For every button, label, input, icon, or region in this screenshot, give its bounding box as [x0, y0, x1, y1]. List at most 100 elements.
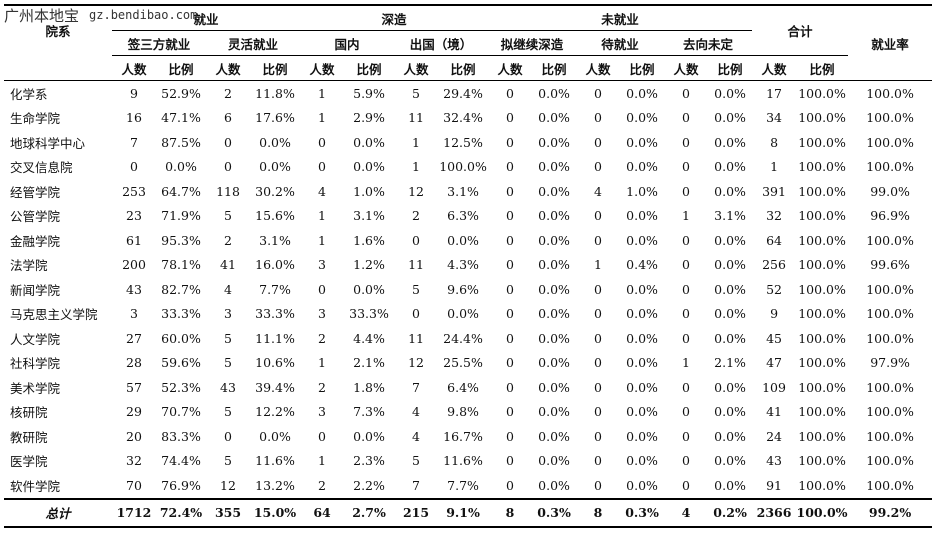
total-count-cell: 9 — [770, 306, 779, 322]
domestic-ratio-cell: 4.4% — [353, 330, 385, 346]
waiting-ratio-cell: 0.0% — [626, 159, 658, 175]
header-undecided: 去向未定 — [664, 30, 753, 56]
header-rate: 就业率 — [871, 36, 909, 52]
undecided-count-cell: 0 — [682, 232, 690, 248]
pending-study-ratio-cell: 0.0% — [538, 232, 570, 248]
subheader-third-party-count: 人数 — [112, 55, 156, 81]
dept-name: 总计 — [45, 506, 71, 521]
third-party-count-cell: 28 — [126, 355, 142, 371]
employment-rate-cell: 99.6% — [870, 257, 910, 273]
abroad-ratio-cell: 24.4% — [443, 330, 483, 346]
waiting-ratio-cell: 0.3% — [625, 505, 659, 520]
employment-rate-cell: 100.0% — [866, 159, 914, 175]
pending-study-count-cell: 0 — [506, 477, 514, 493]
flexible-count-cell: 2 — [224, 232, 232, 248]
dept-name: 交叉信息院 — [10, 160, 73, 176]
third-party-ratio-cell: 64.7% — [161, 183, 201, 199]
header-waiting: 待就业 — [576, 30, 665, 56]
undecided-count-cell: 0 — [682, 404, 690, 420]
flexible-ratio-cell: 11.6% — [255, 453, 295, 469]
domestic-count-cell: 0 — [318, 159, 326, 175]
table-row: 马克思主义学院 3 33.3% 3 33.3% 3 33.3% 0 0.0% 0 0.0% 0 0.0%… — [4, 302, 932, 327]
third-party-ratio-cell: 78.1% — [161, 257, 201, 273]
third-party-ratio-cell: 33.3% — [161, 306, 201, 322]
abroad-count-cell: 7 — [412, 477, 420, 493]
domestic-count-cell: 1 — [318, 110, 326, 126]
total-count-cell: 109 — [762, 379, 786, 395]
dept-name: 医学院 — [10, 454, 48, 470]
undecided-ratio-cell: 0.0% — [714, 306, 746, 322]
undecided-ratio-cell: 0.0% — [714, 232, 746, 248]
pending-study-count-cell: 8 — [505, 505, 515, 520]
abroad-count-cell: 7 — [412, 379, 420, 395]
subheader-waiting-count: 人数 — [576, 55, 621, 81]
pending-study-count-cell: 0 — [506, 379, 514, 395]
employment-rate-cell: 96.9% — [870, 208, 910, 224]
subheader-flexible-count: 人数 — [206, 55, 250, 81]
domestic-count-cell: 0 — [318, 281, 326, 297]
third-party-ratio-cell: 74.4% — [161, 453, 201, 469]
undecided-ratio-cell: 0.0% — [714, 159, 746, 175]
waiting-ratio-cell: 0.0% — [626, 355, 658, 371]
undecided-ratio-cell: 0.0% — [714, 379, 746, 395]
flexible-count-cell: 4 — [224, 281, 232, 297]
pending-study-count-cell: 0 — [506, 428, 514, 444]
waiting-count-cell: 0 — [594, 477, 602, 493]
undecided-count-cell: 0 — [682, 134, 690, 150]
domestic-ratio-cell: 0.0% — [353, 159, 385, 175]
third-party-count-cell: 9 — [130, 85, 138, 101]
waiting-ratio-cell: 0.4% — [626, 257, 658, 273]
domestic-count-cell: 3 — [318, 257, 326, 273]
flexible-ratio-cell: 0.0% — [259, 134, 291, 150]
third-party-ratio-cell: 52.9% — [161, 85, 201, 101]
waiting-count-cell: 0 — [594, 159, 602, 175]
waiting-ratio-cell: 0.0% — [626, 379, 658, 395]
pending-study-ratio-cell: 0.0% — [538, 477, 570, 493]
abroad-count-cell: 11 — [408, 110, 424, 126]
undecided-ratio-cell: 0.0% — [714, 183, 746, 199]
flexible-ratio-cell: 15.0% — [253, 505, 297, 520]
undecided-count-cell: 0 — [682, 428, 690, 444]
table-row: 地球科学中心 7 87.5% 0 0.0% 0 0.0% 1 12.5% 0 0.0% 0 0.0% 0 0… — [4, 130, 932, 155]
table-row: 教研院 20 83.3% 0 0.0% 0 0.0% 4 16.7% 0 0.0% 0 0.0% 0 0.0… — [4, 424, 932, 449]
undecided-count-cell: 0 — [682, 477, 690, 493]
waiting-count-cell: 0 — [594, 85, 602, 101]
waiting-count-cell: 4 — [594, 183, 602, 199]
table-row: 新闻学院 43 82.7% 4 7.7% 0 0.0% 5 9.6% 0 0.0% 0 0.0% 0 0.0… — [4, 277, 932, 302]
flexible-count-cell: 2 — [224, 85, 232, 101]
undecided-ratio-cell: 0.0% — [714, 330, 746, 346]
waiting-ratio-cell: 0.0% — [626, 477, 658, 493]
table-row: 美术学院 57 52.3% 43 39.4% 2 1.8% 7 6.4% 0 0.0% 0 0.0% 0 0… — [4, 375, 932, 400]
subheader-waiting-ratio: 比例 — [620, 55, 665, 81]
domestic-count-cell: 1 — [318, 85, 326, 101]
employment-rate-cell: 97.9% — [870, 355, 910, 371]
waiting-ratio-cell: 0.0% — [626, 428, 658, 444]
pending-study-count-cell: 0 — [506, 232, 514, 248]
total-ratio-cell: 100.0% — [798, 477, 846, 493]
abroad-ratio-cell: 0.0% — [447, 232, 479, 248]
waiting-ratio-cell: 0.0% — [626, 330, 658, 346]
subheader-undecided-count: 人数 — [664, 55, 709, 81]
total-count-cell: 1 — [770, 159, 779, 175]
total-ratio-cell: 100.0% — [798, 134, 846, 150]
waiting-ratio-cell: 0.0% — [626, 85, 658, 101]
flexible-ratio-cell: 3.1% — [259, 232, 291, 248]
header-not-employed: 未就业 — [601, 11, 639, 27]
dept-name: 法学院 — [10, 258, 48, 274]
pending-study-count-cell: 0 — [506, 453, 514, 469]
subheader-abroad-count: 人数 — [394, 55, 439, 81]
total-count-cell: 52 — [766, 281, 782, 297]
abroad-ratio-cell: 6.3% — [447, 208, 479, 224]
waiting-count-cell: 0 — [594, 330, 602, 346]
pending-study-count-cell: 0 — [506, 208, 514, 224]
abroad-count-cell: 215 — [402, 505, 430, 520]
pending-study-ratio-cell: 0.0% — [538, 379, 570, 395]
employment-rate-cell: 100.0% — [866, 428, 914, 444]
domestic-ratio-cell: 2.2% — [353, 477, 385, 493]
subheader-total-count: 人数 — [752, 55, 797, 81]
third-party-count-cell: 57 — [126, 379, 142, 395]
total-ratio-cell: 100.0% — [798, 330, 846, 346]
watermark: 广州本地宝 gz.bendibao.com — [4, 4, 197, 26]
third-party-ratio-cell: 87.5% — [161, 134, 201, 150]
domestic-count-cell: 1 — [318, 208, 326, 224]
